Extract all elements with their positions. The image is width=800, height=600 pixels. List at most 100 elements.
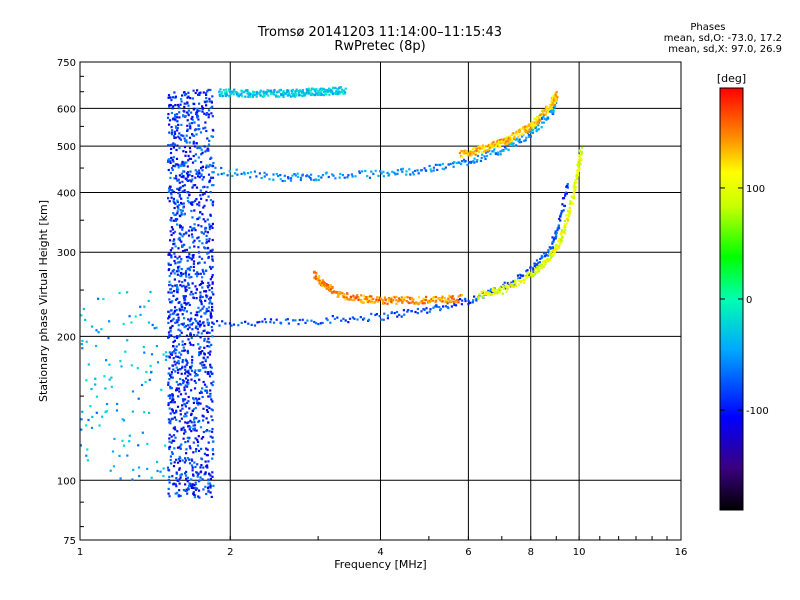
echo-point: [192, 487, 195, 490]
echo-point: [320, 176, 323, 179]
echo-point: [210, 112, 213, 115]
colorbar-tick-label: 0: [746, 295, 752, 306]
echo-point: [197, 156, 200, 159]
echo-point: [507, 148, 510, 151]
echo-point: [181, 407, 184, 410]
echo-point: [532, 274, 535, 277]
echo-point: [192, 401, 195, 404]
echo-point: [578, 167, 581, 170]
echo-point: [199, 352, 202, 355]
echo-point: [211, 282, 214, 285]
echo-point: [265, 93, 268, 96]
echo-point: [196, 275, 199, 278]
echo-point: [175, 174, 178, 177]
echo-point: [475, 149, 478, 152]
echo-point: [564, 229, 567, 232]
echo-point: [225, 88, 228, 91]
echo-point: [198, 299, 202, 302]
echo-point: [187, 372, 190, 375]
echo-point: [548, 246, 551, 249]
echo-point: [210, 184, 214, 187]
echo-point: [208, 265, 212, 268]
echo-point: [272, 173, 275, 176]
colorbar-tick-label: 100: [746, 184, 765, 195]
echo-point: [174, 352, 177, 355]
echo-point: [341, 174, 344, 177]
echo-point: [573, 190, 576, 193]
echo-point: [408, 301, 411, 305]
echo-point: [310, 178, 313, 181]
echo-point: [201, 213, 204, 216]
echo-point: [168, 187, 171, 190]
echo-point: [222, 172, 225, 175]
echo-point: [173, 412, 176, 415]
echo-point: [200, 280, 203, 283]
echo-point: [294, 319, 297, 322]
echo-point: [172, 164, 175, 167]
echo-point: [208, 179, 212, 182]
echo-point: [563, 232, 567, 235]
echo-point: [520, 279, 523, 282]
echo-point: [298, 92, 301, 95]
echo-point: [180, 211, 183, 214]
echo-point: [282, 95, 285, 98]
echo-point: [196, 463, 199, 466]
echo-point: [150, 371, 153, 374]
echo-point: [173, 177, 176, 180]
echo-point: [205, 199, 208, 202]
echo-point: [197, 472, 200, 475]
echo-point: [576, 169, 579, 172]
echo-point: [534, 127, 537, 130]
echo-point: [343, 293, 346, 296]
echo-point: [314, 92, 318, 95]
echo-point: [212, 484, 215, 487]
echo-point: [170, 233, 173, 237]
echo-point: [317, 277, 320, 281]
echo-point: [199, 426, 203, 429]
chart-subtitle: RwPretec (8p): [334, 39, 426, 54]
echo-point: [210, 343, 213, 346]
echo-point: [209, 296, 212, 299]
echo-point: [173, 416, 176, 419]
echo-point: [211, 255, 214, 258]
echo-point: [200, 197, 203, 200]
echo-point: [330, 288, 333, 291]
echo-point: [176, 200, 179, 204]
echo-point: [325, 89, 328, 92]
echo-point: [270, 92, 273, 95]
echo-point: [168, 407, 171, 410]
echo-point: [203, 290, 206, 293]
echo-point: [480, 147, 483, 150]
y-tick-label: 75: [63, 536, 76, 547]
echo-point: [194, 169, 197, 172]
echo-point: [302, 92, 305, 96]
echo-point: [540, 265, 543, 268]
echo-point: [533, 125, 536, 128]
echo-point: [464, 160, 467, 163]
echo-point: [198, 171, 201, 174]
echo-point: [180, 322, 183, 326]
echo-point: [199, 470, 203, 473]
echo-point: [501, 149, 504, 152]
echo-point: [205, 310, 208, 313]
echo-point: [390, 296, 393, 300]
echo-point: [325, 283, 328, 286]
echo-point: [192, 492, 195, 495]
echo-point: [172, 232, 175, 235]
echo-point: [556, 248, 559, 251]
echo-point: [171, 452, 174, 455]
echo-point: [504, 285, 508, 289]
echo-point: [507, 136, 510, 139]
echo-point: [566, 222, 569, 225]
echo-point: [505, 147, 508, 150]
echo-point: [558, 217, 561, 220]
echo-point: [184, 295, 187, 298]
echo-point: [168, 440, 171, 443]
echo-point: [269, 321, 272, 324]
echo-point: [501, 142, 504, 145]
echo-point: [209, 435, 212, 438]
echo-point: [195, 397, 198, 400]
echo-point: [506, 287, 509, 291]
echo-point: [176, 291, 179, 294]
echo-point: [195, 400, 199, 403]
